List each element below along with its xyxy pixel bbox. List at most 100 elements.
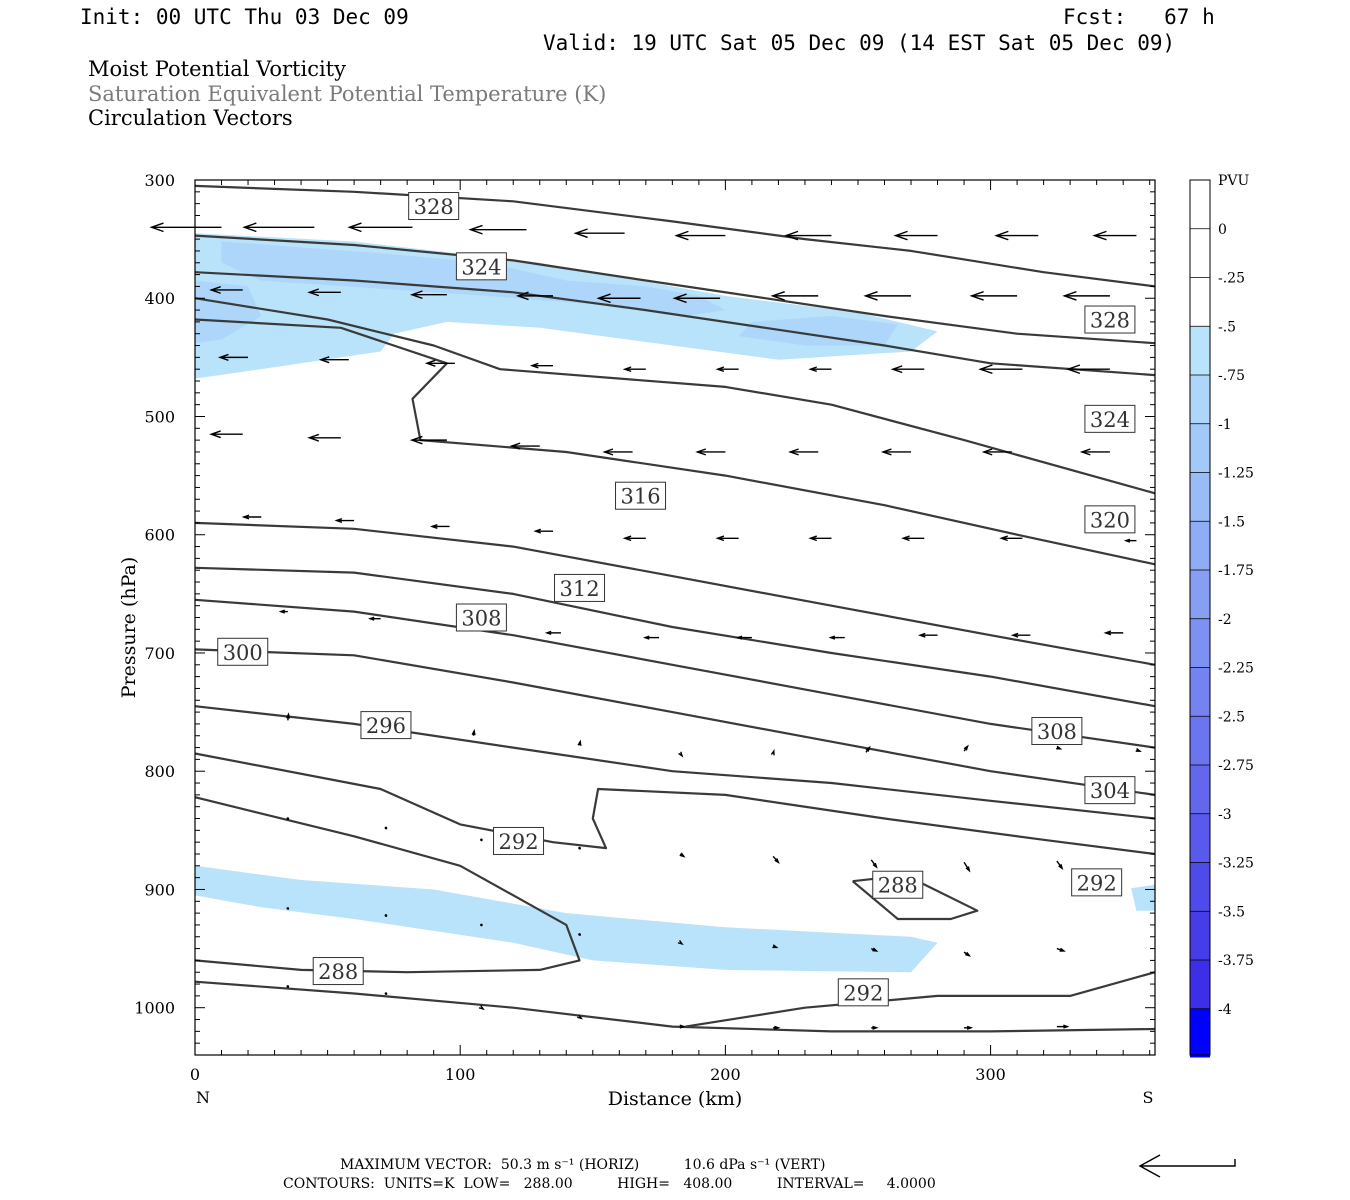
colorbar-swatch-3 [1190, 326, 1210, 375]
vector-head-94 [966, 1025, 974, 1030]
colorbar-swatch-5 [1190, 423, 1210, 473]
vector-head-74 [774, 858, 780, 864]
contour-label-box-9 [360, 711, 412, 740]
colorbar-swatch-12 [1190, 765, 1210, 814]
vector-head-92 [774, 1025, 781, 1030]
vector-head-0 [149, 222, 164, 233]
x-end-label-right: S [1143, 1088, 1154, 1107]
valid-time: Valid: 19 UTC Sat 05 Dec 09 (14 EST Sat … [543, 31, 1176, 55]
x-end-label-left: N [196, 1088, 210, 1107]
vector-dot-72 [578, 846, 581, 850]
vector-head-58 [1010, 632, 1019, 638]
contour-304-8 [194, 648, 1156, 796]
contour-292-12 [685, 971, 1156, 1028]
pv-region-5 [1131, 884, 1155, 911]
vector-head-66 [963, 744, 969, 751]
colorbar-swatch-16 [1190, 960, 1210, 1009]
contour-label-15: 288 [318, 960, 358, 984]
colorbar-swatch-1 [1190, 228, 1210, 278]
y-tick-label-900: 900 [144, 880, 175, 899]
contour-label-box-8 [217, 637, 269, 666]
vector-head-55 [735, 635, 743, 640]
vector-head-31 [307, 433, 320, 442]
forecast-hour: Fcst: 67 h [1063, 5, 1215, 29]
vector-head-6 [783, 230, 799, 241]
vector-head-27 [890, 365, 903, 374]
vector-head-41 [334, 518, 343, 524]
colorbar: PVU 0 -.25 -.5 -.75 -1 -1.25 -1.5 -1.75 -2 -2.25 -2… [1189, 173, 1254, 1058]
y-tick-label-600: 600 [144, 526, 175, 545]
y-tick-label-500: 500 [144, 407, 175, 426]
vector-head-95 [1063, 1024, 1070, 1029]
vector-head-54 [642, 635, 650, 640]
contour-308-7 [194, 598, 1156, 749]
colorbar-label-14: -3.5 [1218, 904, 1245, 920]
colorbar-swatch-6 [1190, 472, 1210, 522]
colorbar-swatch-0 [1190, 180, 1210, 229]
x-axis-title: Distance (km) [608, 1088, 743, 1110]
vector-head-93 [872, 1025, 879, 1030]
vector-head-26 [808, 366, 817, 373]
vector-head-47 [901, 535, 910, 542]
vector-head-64 [770, 749, 775, 756]
vector-head-53 [544, 630, 552, 636]
contour-label-box-5 [615, 481, 667, 510]
circulation-vectors [149, 222, 1142, 1030]
vector-head-23 [529, 362, 539, 369]
colorbar-label-7: -1.75 [1218, 563, 1254, 579]
vector-head-13 [515, 291, 529, 301]
contour-label-13: 292 [1077, 871, 1117, 895]
vector-dot-87 [286, 985, 290, 988]
vector-head-85 [965, 951, 972, 957]
vector-head-42 [429, 523, 438, 529]
vector-head-32 [409, 435, 423, 445]
contour-324-3 [194, 297, 1156, 495]
colorbar-swatch-9 [1190, 618, 1210, 668]
vector-dot-71 [480, 838, 483, 842]
vector-head-73 [679, 852, 686, 858]
contour-316-5 [194, 521, 1156, 666]
contour-label-8: 300 [223, 641, 263, 665]
vector-head-5 [674, 230, 689, 241]
vector-head-40 [241, 514, 250, 520]
vector-head-2 [347, 222, 362, 233]
contour-label-7: 308 [461, 607, 501, 631]
vector-head-68 [1135, 747, 1142, 752]
contour-label-box-7 [455, 603, 507, 632]
contour-label-box-15 [312, 957, 364, 986]
vector-head-17 [863, 291, 878, 301]
vector-head-44 [622, 535, 632, 542]
contour-label-16: 292 [843, 981, 883, 1005]
colorbar-swatch-11 [1190, 716, 1210, 765]
x-tick-label-200: 200 [710, 1065, 741, 1084]
colorbar-swatch-15 [1190, 911, 1210, 960]
colorbar-label-4: -1 [1218, 417, 1232, 433]
vector-head-63 [678, 751, 684, 758]
vector-dot-80 [480, 923, 483, 927]
colorbar-swatch-8 [1190, 570, 1210, 619]
colorbar-label-0: 0 [1218, 222, 1227, 238]
contour-label-12: 292 [498, 830, 538, 854]
reference-vector-head [1138, 1154, 1161, 1178]
vector-head-51 [368, 616, 375, 621]
vector-head-35 [695, 448, 707, 456]
vector-dot-78 [286, 907, 290, 910]
vector-head-67 [1056, 745, 1063, 750]
vector-head-84 [872, 947, 879, 952]
colorbar-unit: PVU [1218, 173, 1250, 189]
max-vector-text: MAXIMUM VECTOR: 50.3 m s⁻¹ (HORIZ) 10.6 … [340, 1157, 826, 1173]
contour-label-box-13 [1071, 868, 1123, 897]
colorbar-label-8: -2 [1218, 612, 1232, 628]
vector-head-86 [1059, 947, 1066, 952]
colorbar-label-11: -2.75 [1218, 758, 1254, 774]
vector-dot-70 [384, 826, 388, 830]
vector-head-19 [1062, 291, 1077, 301]
contour-label-box-6 [554, 573, 606, 602]
colorbar-label-15: -3.75 [1218, 953, 1254, 969]
colorbar-label-16: -4 [1218, 1002, 1232, 1018]
contour-296-10 [194, 752, 1156, 856]
vector-head-25 [715, 366, 725, 373]
x-tick-label-100: 100 [445, 1065, 476, 1084]
contour-label-box-1 [455, 252, 507, 281]
